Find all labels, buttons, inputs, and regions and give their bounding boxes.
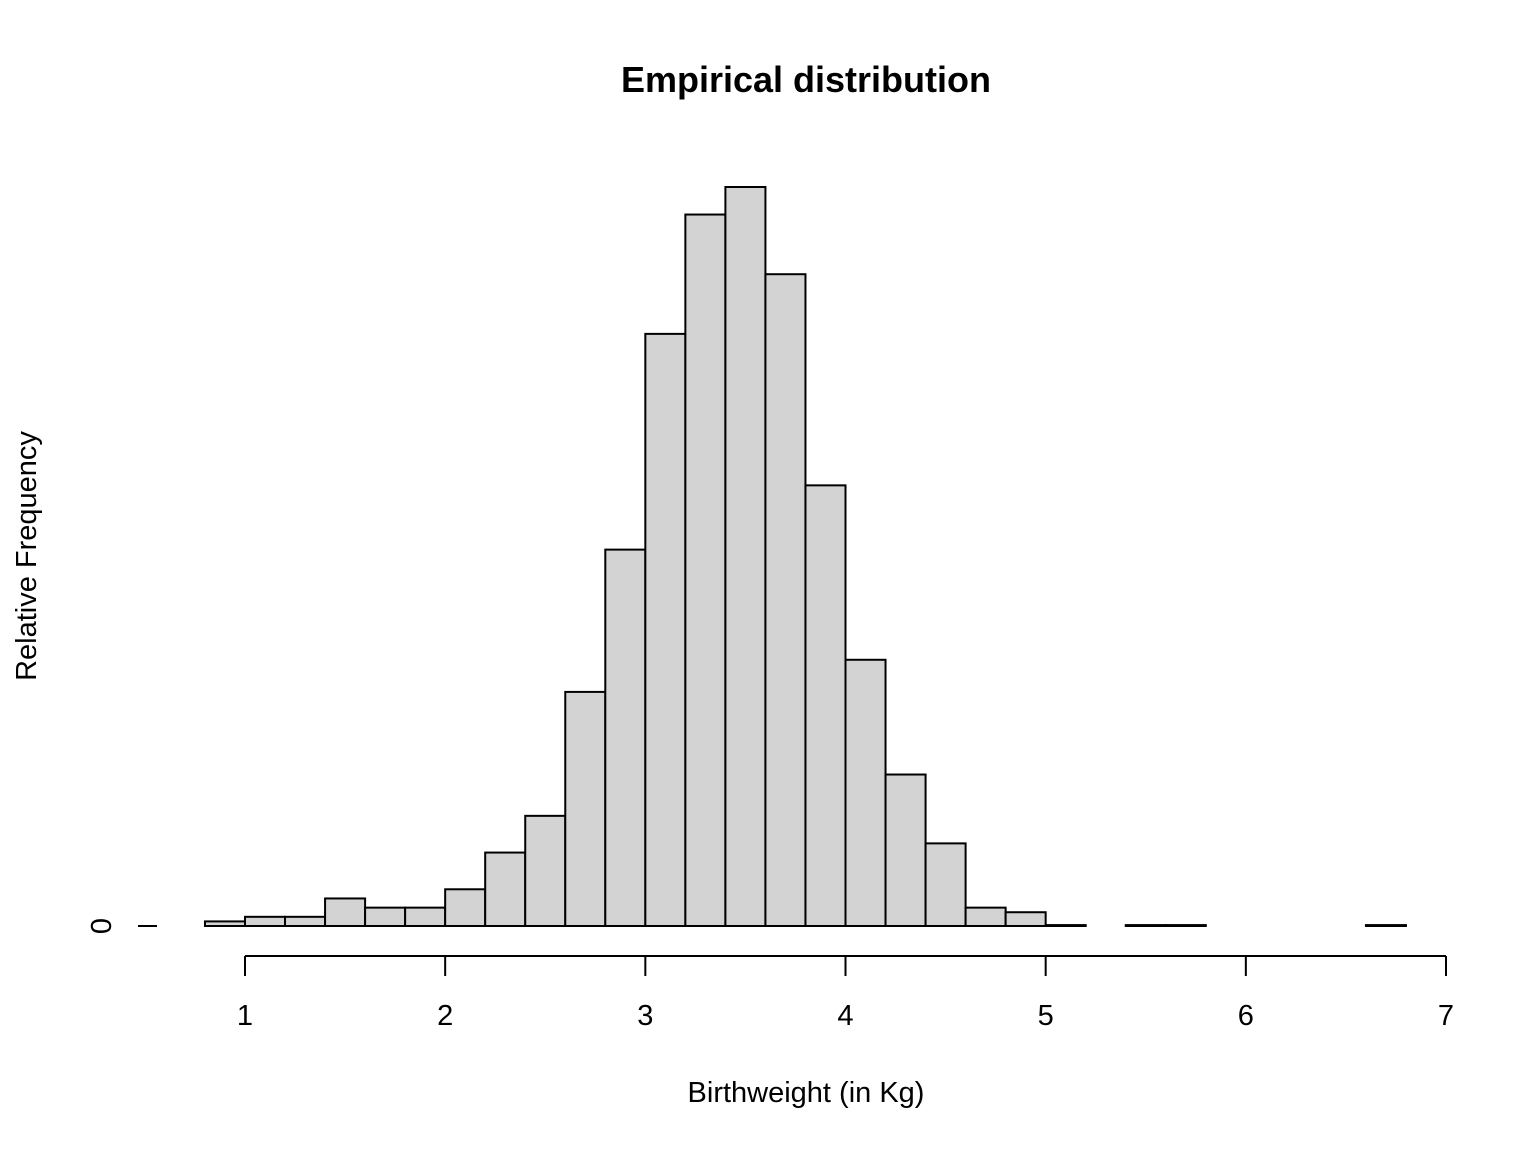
- histogram-bar: [444, 888, 487, 927]
- x-tick-label: 6: [1238, 1000, 1254, 1032]
- y-axis-label: Relative Frequency: [11, 431, 43, 681]
- x-axis-label: Birthweight (in Kg): [688, 1077, 925, 1109]
- bars-group: [203, 186, 1407, 928]
- histogram-bar: [404, 906, 447, 928]
- x-tick-label: 2: [437, 1000, 453, 1032]
- x-tick-label: 3: [637, 1000, 653, 1032]
- histogram-bar: [484, 851, 527, 928]
- histogram-bar: [844, 658, 887, 927]
- histogram-bar: [1364, 924, 1407, 927]
- histogram-bar: [1164, 924, 1207, 927]
- histogram-bar: [924, 842, 967, 928]
- x-tick-label: 5: [1038, 1000, 1054, 1032]
- histogram-bar: [1004, 911, 1047, 927]
- x-tick-label: 1: [237, 1000, 253, 1032]
- histogram-bar: [244, 915, 287, 928]
- histogram-bar: [764, 273, 807, 927]
- histogram-bar: [684, 213, 727, 928]
- histogram-bar: [884, 773, 927, 927]
- histogram-bar: [724, 186, 767, 927]
- histogram-bar: [324, 897, 367, 928]
- histogram-bar: [364, 906, 407, 928]
- x-tick-label: 4: [837, 1000, 853, 1032]
- histogram-bar: [604, 548, 647, 928]
- histogram-bar: [284, 915, 327, 928]
- x-tick-label: 7: [1438, 1000, 1454, 1032]
- y-tick-label: 0: [86, 918, 118, 934]
- y-axis: 0: [86, 918, 157, 934]
- chart-title: Empirical distribution: [621, 59, 991, 100]
- histogram-bar: [203, 920, 246, 927]
- histogram-bar: [1044, 924, 1087, 927]
- histogram-bar: [564, 690, 607, 928]
- histogram-bar: [964, 906, 1007, 928]
- histogram-bar: [644, 332, 687, 928]
- histogram-bar: [1124, 924, 1167, 927]
- x-axis: 1 2 3 4 5 6 7: [237, 955, 1454, 1032]
- histogram-bar: [524, 814, 567, 927]
- histogram-bar: [804, 484, 847, 927]
